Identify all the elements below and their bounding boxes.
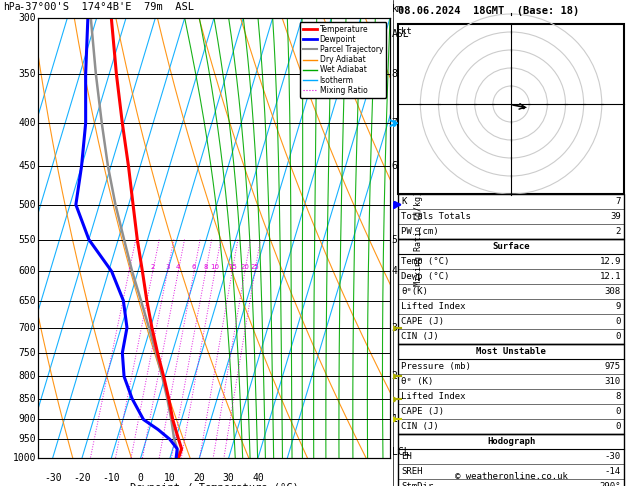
Text: Mixing Ratio (g/kg): Mixing Ratio (g/kg): [414, 191, 423, 285]
Text: 8: 8: [203, 264, 208, 270]
Text: Surface: Surface: [493, 242, 530, 251]
Text: 12.1: 12.1: [599, 272, 621, 281]
Text: 400: 400: [19, 118, 36, 128]
Text: 350: 350: [19, 69, 36, 79]
Text: CAPE (J): CAPE (J): [401, 407, 444, 416]
Text: CAPE (J): CAPE (J): [401, 317, 444, 326]
Text: 2: 2: [616, 227, 621, 236]
Text: Pressure (mb): Pressure (mb): [401, 362, 471, 371]
Text: 15: 15: [228, 264, 237, 270]
Text: 40: 40: [252, 473, 264, 484]
Text: 900: 900: [19, 415, 36, 424]
Text: 0: 0: [616, 317, 621, 326]
Text: -20: -20: [73, 473, 91, 484]
Text: 20: 20: [194, 473, 205, 484]
Text: SREH: SREH: [401, 467, 423, 476]
Text: 8: 8: [616, 392, 621, 401]
Text: Temp (°C): Temp (°C): [401, 257, 450, 266]
X-axis label: Dewpoint / Temperature (°C): Dewpoint / Temperature (°C): [130, 483, 298, 486]
Text: CIN (J): CIN (J): [401, 332, 439, 341]
Text: ASL: ASL: [392, 29, 409, 39]
Text: -30: -30: [44, 473, 62, 484]
Text: 308: 308: [605, 287, 621, 296]
Text: 0: 0: [616, 332, 621, 341]
Text: 2: 2: [150, 264, 155, 270]
Text: kt: kt: [401, 27, 412, 36]
Text: θᵉ(K): θᵉ(K): [401, 287, 428, 296]
Text: 25: 25: [250, 264, 259, 270]
Text: -30: -30: [605, 452, 621, 461]
Bar: [398, 24, 624, 194]
Text: -10: -10: [103, 473, 120, 484]
Text: 1000: 1000: [13, 453, 36, 463]
Text: 300: 300: [19, 13, 36, 23]
Text: 4: 4: [176, 264, 181, 270]
Text: Dewp (°C): Dewp (°C): [401, 272, 450, 281]
Legend: Temperature, Dewpoint, Parcel Trajectory, Dry Adiabat, Wet Adiabat, Isotherm, Mi: Temperature, Dewpoint, Parcel Trajectory…: [300, 22, 386, 98]
Text: 950: 950: [19, 434, 36, 444]
Text: hPa: hPa: [3, 2, 21, 13]
Text: 6: 6: [192, 264, 196, 270]
Bar: [398, 434, 624, 486]
Text: 975: 975: [605, 362, 621, 371]
Text: 310: 310: [605, 377, 621, 386]
Bar: [398, 194, 624, 239]
Text: CIN (J): CIN (J): [401, 422, 439, 431]
Text: PW (cm): PW (cm): [401, 227, 439, 236]
Text: -14: -14: [605, 467, 621, 476]
Text: 10: 10: [164, 473, 176, 484]
Text: 600: 600: [19, 266, 36, 277]
Text: 750: 750: [19, 348, 36, 358]
Text: 10: 10: [211, 264, 220, 270]
Text: K: K: [401, 197, 406, 206]
Text: km: km: [392, 3, 404, 14]
Text: Lifted Index: Lifted Index: [401, 392, 465, 401]
Text: 6: 6: [392, 161, 398, 171]
Text: Lifted Index: Lifted Index: [401, 302, 465, 311]
Text: 0: 0: [616, 422, 621, 431]
Text: 550: 550: [19, 235, 36, 244]
Text: 9: 9: [616, 302, 621, 311]
Text: LCL: LCL: [392, 447, 409, 457]
Bar: [398, 239, 624, 344]
Text: 20: 20: [240, 264, 249, 270]
Text: 1: 1: [392, 415, 398, 424]
Text: 39: 39: [610, 212, 621, 221]
Text: -37°00'S  174°4B'E  79m  ASL: -37°00'S 174°4B'E 79m ASL: [19, 2, 194, 13]
Text: 12.9: 12.9: [599, 257, 621, 266]
Text: 500: 500: [19, 200, 36, 209]
Text: 3: 3: [392, 323, 398, 332]
Text: 4: 4: [392, 266, 398, 277]
Text: 2: 2: [392, 371, 398, 382]
Text: 3: 3: [165, 264, 170, 270]
Text: 30: 30: [223, 473, 235, 484]
Text: 850: 850: [19, 394, 36, 403]
Text: Hodograph: Hodograph: [487, 437, 535, 446]
Text: Most Unstable: Most Unstable: [476, 347, 546, 356]
Text: 8: 8: [392, 69, 398, 79]
Text: 0: 0: [616, 407, 621, 416]
Text: 800: 800: [19, 371, 36, 382]
Text: © weatheronline.co.uk: © weatheronline.co.uk: [455, 472, 567, 481]
Text: 290°: 290°: [599, 482, 621, 486]
Text: 08.06.2024  18GMT  (Base: 18): 08.06.2024 18GMT (Base: 18): [398, 6, 579, 16]
Text: 0: 0: [138, 473, 143, 484]
Text: 7: 7: [392, 118, 398, 128]
Text: 5: 5: [392, 235, 398, 244]
Text: 1: 1: [127, 264, 131, 270]
Text: StmDir: StmDir: [401, 482, 433, 486]
Text: θᵉ (K): θᵉ (K): [401, 377, 433, 386]
Text: 650: 650: [19, 295, 36, 306]
Text: 700: 700: [19, 323, 36, 332]
Text: 7: 7: [616, 197, 621, 206]
Text: EH: EH: [401, 452, 412, 461]
Bar: [398, 344, 624, 434]
Text: 450: 450: [19, 161, 36, 171]
Text: Totals Totals: Totals Totals: [401, 212, 471, 221]
